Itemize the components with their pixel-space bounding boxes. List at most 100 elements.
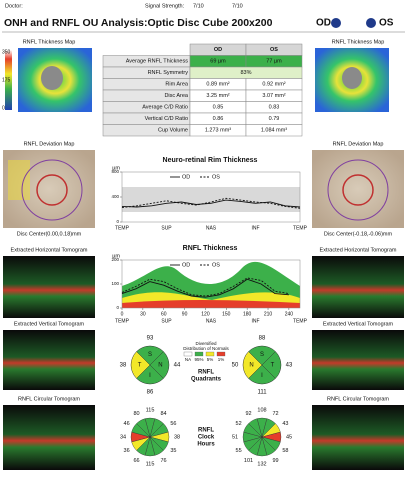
panel-label: Extracted Vertical Tomogram — [323, 321, 394, 327]
clock-value: 43 — [282, 421, 288, 427]
disc-outline — [342, 174, 374, 206]
clock-value: 36 — [124, 448, 130, 454]
quadrant-sector — [136, 345, 164, 366]
cell-value: 83% — [240, 70, 251, 76]
section-title: Clock — [198, 435, 215, 441]
quadrant-sector — [136, 364, 164, 385]
row-label: Rim Area — [165, 82, 189, 88]
clock-value: 35 — [170, 448, 176, 454]
clock-value: 99 — [272, 458, 278, 464]
quadrant-letter: T — [271, 363, 275, 369]
clock-value: 101 — [244, 458, 253, 464]
panel-label: Extracted Horizontal Tomogram — [11, 247, 88, 253]
clock-value: 58 — [282, 448, 288, 454]
clock-value: 55 — [236, 448, 242, 454]
legend-swatch — [205, 351, 215, 357]
normal-band — [122, 187, 300, 212]
quadrant-letter: N — [158, 363, 162, 369]
column-header: OD — [214, 47, 222, 53]
cell-value: 0.86 — [213, 116, 224, 122]
od-marker — [331, 18, 341, 28]
x-tick-label: 30 — [140, 311, 146, 317]
vertical-tomogram-os — [312, 330, 404, 390]
x-tick-label: 180 — [243, 311, 252, 317]
region-label: TEMP — [115, 225, 130, 231]
unit-label: µm — [112, 165, 120, 171]
cell-value: 69 µm — [210, 59, 226, 65]
panel-label: RNFL Circular Tomogram — [18, 396, 80, 402]
x-tick-label: 90 — [182, 311, 188, 317]
scan-circle — [327, 159, 389, 221]
chart-title: Neuro-retinal Rim Thickness — [163, 157, 258, 164]
x-tick-label: 210 — [264, 311, 273, 317]
clock-value: 115 — [146, 407, 155, 413]
legend-swatch — [183, 351, 193, 357]
region-label: TEMP — [115, 318, 130, 324]
section-title: Hours — [197, 442, 215, 448]
quadrant-letter: I — [261, 373, 263, 379]
clock-value: 115 — [146, 461, 155, 467]
legend-text: Distribution of Normals — [183, 346, 229, 351]
x-tick-label: 150 — [222, 311, 231, 317]
quadrant-value: 88 — [259, 336, 266, 342]
quadrant-value: 111 — [257, 390, 267, 396]
quadrant-sector — [242, 351, 263, 379]
series-line — [121, 278, 289, 298]
section-title: RNFL — [198, 428, 214, 434]
signal-os: 7/10 — [232, 3, 243, 9]
legend-label: OD — [182, 262, 190, 268]
clock-value: 92 — [245, 411, 251, 417]
cell-value: 0.83 — [269, 105, 280, 111]
row-label: Cup Volume — [158, 128, 188, 134]
cell-value: 0.79 — [269, 116, 280, 122]
region-label: INF — [251, 225, 259, 231]
disc-outline — [36, 174, 68, 206]
clock-value: 38 — [174, 434, 180, 440]
cell-value: 0.89 mm² — [206, 82, 229, 88]
clock-value: 52 — [236, 421, 242, 427]
clock-sector — [136, 418, 151, 438]
legend-text: Diversified — [195, 341, 217, 346]
clock-value: 45 — [286, 434, 292, 440]
panel-label: RNFL Thickness Map — [332, 39, 385, 45]
quadrant-sector — [261, 351, 282, 379]
deviation-map-os — [312, 150, 404, 228]
clock-value: 66 — [133, 458, 139, 464]
eye-od: OD — [316, 18, 331, 29]
quadrant-sector — [149, 351, 170, 379]
panel-label: RNFL Circular Tomogram — [327, 396, 389, 402]
quadrant-sector — [130, 351, 151, 379]
circular-tomogram-os — [312, 405, 404, 470]
section-title: Quadrants — [191, 377, 222, 383]
region-label: NAS — [206, 225, 217, 231]
legend-swatch — [216, 351, 226, 357]
y-tick-label: 0 — [116, 219, 119, 224]
region-label: TEMP — [293, 318, 308, 324]
legend-text: NA — [185, 357, 191, 362]
quadrant-letter: S — [148, 352, 152, 358]
signal-od: 7/10 — [193, 3, 204, 9]
x-tick-label: 60 — [161, 311, 167, 317]
y-tick-label: 200 — [111, 257, 119, 262]
quadrant-value: 50 — [232, 363, 239, 369]
legend-label: OS — [212, 174, 220, 180]
clock-value: 51 — [232, 434, 238, 440]
x-tick-label: 240 — [285, 311, 294, 317]
cell-value: 77 µm — [266, 59, 282, 65]
chart-title: RNFL Thickness — [183, 245, 238, 252]
os-marker — [366, 18, 376, 28]
panel-label: Extracted Horizontal Tomogram — [320, 247, 397, 253]
cell-value: 3.25 mm² — [206, 93, 229, 99]
row-label: Average C/D Ratio — [142, 105, 188, 111]
quadrant-letter: T — [138, 363, 142, 369]
clock-value: 132 — [257, 461, 266, 467]
row-label: Disc Area — [164, 93, 188, 99]
panel-label: Extracted Vertical Tomogram — [14, 321, 85, 327]
eye-os: OS — [379, 18, 394, 29]
circular-tomogram-od — [3, 405, 95, 470]
region-label: NAS — [206, 318, 217, 324]
region-label: TEMP — [293, 225, 308, 231]
legend-text: 1% — [218, 357, 225, 362]
quadrant-value: 44 — [174, 363, 181, 369]
